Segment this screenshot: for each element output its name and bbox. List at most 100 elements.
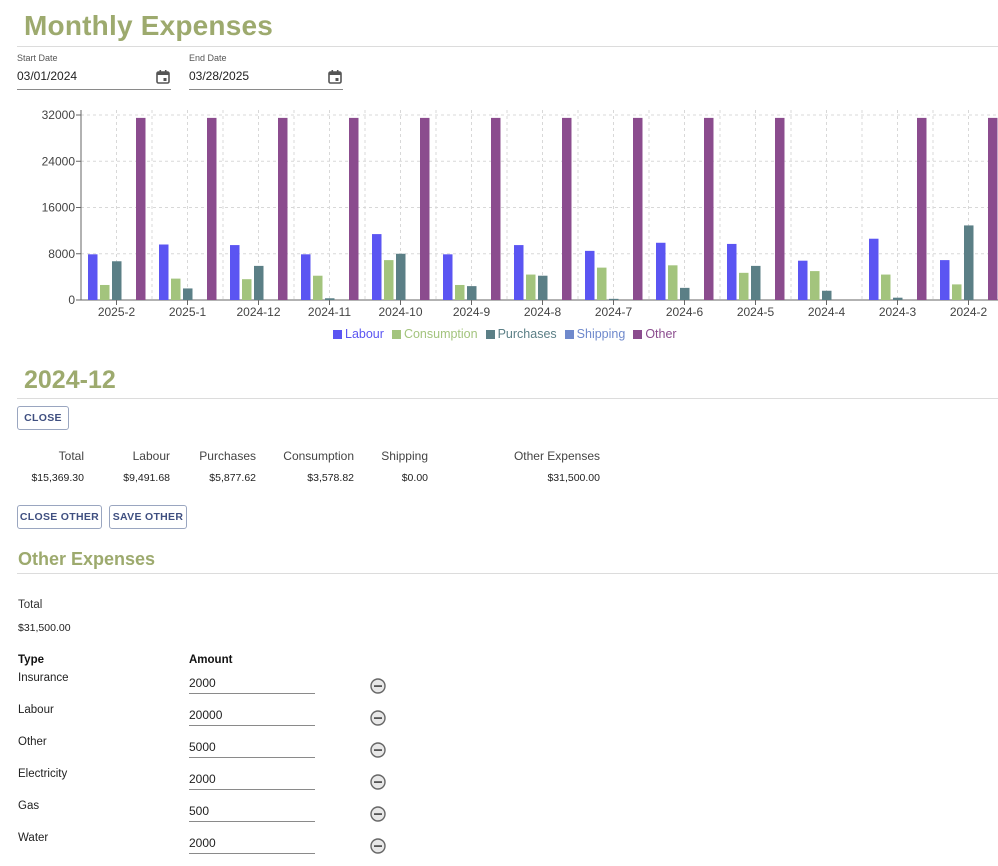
bar-purchases[interactable] bbox=[325, 298, 335, 300]
bar-labour[interactable] bbox=[940, 260, 950, 300]
legend-swatch bbox=[391, 329, 401, 339]
other-total-value: $31,500.00 bbox=[18, 622, 71, 634]
bar-other[interactable] bbox=[278, 117, 288, 300]
summary-header-other: Other Expenses bbox=[513, 449, 600, 463]
expense-type: Insurance bbox=[18, 672, 69, 684]
x-tick-label: 2024-6 bbox=[666, 305, 704, 319]
other-total-label: Total bbox=[18, 599, 43, 611]
legend-item[interactable]: Purchases bbox=[485, 327, 557, 341]
remove-row-icon[interactable] bbox=[370, 806, 386, 822]
bar-labour[interactable] bbox=[869, 238, 879, 300]
bar-purchases[interactable] bbox=[609, 298, 619, 300]
bar-other[interactable] bbox=[633, 117, 643, 300]
y-tick-label: 32000 bbox=[42, 108, 76, 122]
close-button[interactable]: CLOSE bbox=[17, 406, 69, 430]
bar-consumption[interactable] bbox=[597, 267, 607, 300]
bar-labour[interactable] bbox=[443, 254, 453, 300]
bar-consumption[interactable] bbox=[810, 271, 820, 300]
expense-amount-input[interactable]: 2000 bbox=[189, 769, 315, 790]
bar-other[interactable] bbox=[136, 117, 146, 300]
expense-amount-input[interactable]: 2000 bbox=[189, 833, 315, 854]
remove-row-icon[interactable] bbox=[370, 838, 386, 854]
bar-consumption[interactable] bbox=[455, 284, 465, 300]
summary-header-total: Total bbox=[58, 449, 84, 463]
calendar-icon[interactable] bbox=[327, 69, 343, 85]
bar-consumption[interactable] bbox=[313, 275, 323, 300]
bar-labour[interactable] bbox=[727, 243, 737, 300]
bar-labour[interactable] bbox=[372, 234, 382, 300]
bar-purchases[interactable] bbox=[964, 225, 974, 300]
bar-labour[interactable] bbox=[230, 245, 240, 300]
bar-consumption[interactable] bbox=[668, 265, 678, 300]
bar-purchases[interactable] bbox=[680, 287, 690, 300]
bar-labour[interactable] bbox=[159, 244, 169, 301]
expenses-bar-chart[interactable]: 0 8000 16000 24000 32000 2025-2 2025-1 2024-12 2… bbox=[0, 100, 998, 322]
bar-consumption[interactable] bbox=[952, 284, 962, 300]
expense-amount-input[interactable]: 5000 bbox=[189, 737, 315, 758]
save-other-button[interactable]: SAVE OTHER bbox=[109, 505, 187, 529]
bar-consumption[interactable] bbox=[171, 278, 181, 300]
bar-other[interactable] bbox=[775, 117, 785, 300]
end-date-field[interactable]: End Date 03/28/2025 bbox=[189, 53, 343, 90]
expense-type: Labour bbox=[18, 704, 54, 716]
bar-purchases[interactable] bbox=[822, 290, 832, 300]
legend-swatch bbox=[333, 329, 342, 339]
x-tick-label: 2024-5 bbox=[737, 305, 775, 319]
bar-other[interactable] bbox=[207, 117, 217, 300]
summary-value-purchases: $5,877.62 bbox=[209, 472, 256, 484]
x-tick-label: 2024-12 bbox=[236, 305, 280, 319]
expense-type: Other bbox=[18, 736, 47, 748]
legend-item[interactable]: Labour bbox=[333, 327, 384, 341]
close-other-button[interactable]: CLOSE OTHER bbox=[17, 505, 102, 529]
bar-purchases[interactable] bbox=[112, 261, 122, 300]
start-date-label: Start Date bbox=[17, 53, 58, 63]
bar-labour[interactable] bbox=[301, 254, 311, 300]
expense-type: Gas bbox=[18, 800, 40, 812]
bar-labour[interactable] bbox=[798, 260, 808, 300]
bar-purchases[interactable] bbox=[538, 275, 548, 300]
bar-other[interactable] bbox=[420, 117, 430, 300]
end-date-value[interactable]: 03/28/2025 bbox=[189, 69, 250, 83]
bar-consumption[interactable] bbox=[739, 272, 749, 300]
x-tick-label: 2025-1 bbox=[169, 305, 207, 319]
bar-consumption[interactable] bbox=[881, 274, 891, 300]
bar-other[interactable] bbox=[491, 117, 501, 300]
y-tick-label: 0 bbox=[68, 293, 75, 307]
summary-value-labour: $9,491.68 bbox=[123, 472, 170, 484]
bar-consumption[interactable] bbox=[384, 260, 394, 300]
remove-row-icon[interactable] bbox=[370, 774, 386, 790]
bar-purchases[interactable] bbox=[396, 253, 406, 300]
bar-labour[interactable] bbox=[514, 245, 524, 300]
remove-row-icon[interactable] bbox=[370, 742, 386, 758]
bar-purchases[interactable] bbox=[893, 297, 903, 300]
bar-consumption[interactable] bbox=[100, 284, 110, 300]
calendar-icon[interactable] bbox=[155, 69, 171, 85]
bar-other[interactable] bbox=[562, 117, 572, 300]
bar-purchases[interactable] bbox=[467, 286, 477, 300]
expense-amount-input[interactable]: 500 bbox=[189, 801, 315, 822]
bar-consumption[interactable] bbox=[526, 274, 536, 300]
expense-amount-input[interactable]: 20000 bbox=[189, 705, 315, 726]
remove-row-icon[interactable] bbox=[370, 710, 386, 726]
bar-purchases[interactable] bbox=[254, 265, 264, 300]
expense-amount-input[interactable]: 2000 bbox=[189, 673, 315, 694]
remove-row-icon[interactable] bbox=[370, 678, 386, 694]
bar-purchases[interactable] bbox=[183, 288, 193, 300]
start-date-field[interactable]: Start Date 03/01/2024 bbox=[17, 53, 171, 90]
bar-other[interactable] bbox=[917, 117, 927, 300]
bar-labour[interactable] bbox=[88, 254, 98, 300]
bar-purchases[interactable] bbox=[751, 265, 761, 300]
legend-item[interactable]: Other bbox=[633, 327, 677, 341]
bar-other[interactable] bbox=[349, 117, 359, 300]
bar-other[interactable] bbox=[704, 117, 714, 300]
bar-labour[interactable] bbox=[656, 242, 666, 300]
legend-item[interactable]: Shipping bbox=[564, 327, 625, 341]
amount-column-header: Amount bbox=[189, 654, 233, 666]
legend-item[interactable]: Consumption bbox=[391, 327, 478, 341]
bar-consumption[interactable] bbox=[242, 279, 252, 300]
start-date-value[interactable]: 03/01/2024 bbox=[17, 69, 78, 83]
bar-labour[interactable] bbox=[585, 250, 595, 300]
legend-label: Purchases bbox=[497, 327, 557, 341]
legend-label: Consumption bbox=[403, 327, 478, 341]
bar-other[interactable] bbox=[988, 117, 998, 300]
